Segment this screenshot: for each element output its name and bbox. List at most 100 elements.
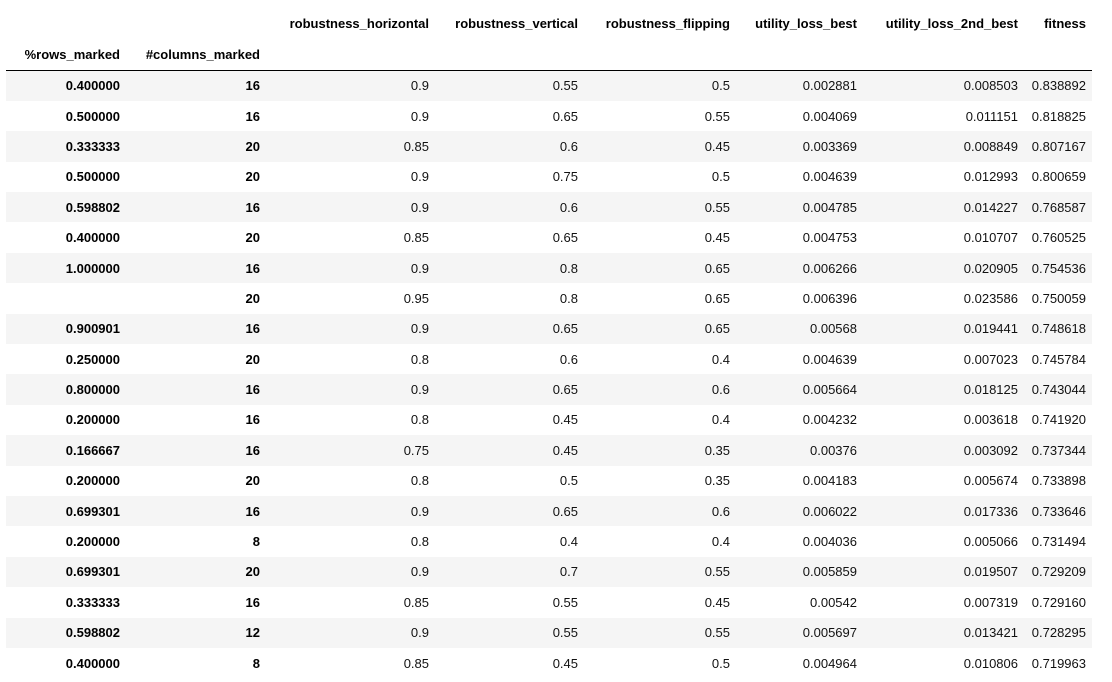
cell-robustness-flipping: 0.35 [584,435,736,466]
index-columns-marked: 12 [126,617,266,648]
cell-robustness-flipping: 0.5 [584,70,736,101]
table-row: 0.500000 20 0.9 0.75 0.5 0.004639 0.012993 0.80… [6,162,1092,192]
cell-utility-loss-best: 0.004183 [802,473,857,489]
column-header: robustness_vertical [455,15,578,31]
cell-utility-loss-2nd-best: 0.013421 [863,617,1024,648]
cell-utility-loss-2nd-best: 0.017336 [863,495,1024,527]
cell-fitness: 0.807167 [1024,131,1092,162]
table-row: 0.699301 16 0.9 0.65 0.6 0.006022 0.017336 0.73… [6,495,1092,527]
cell-robustness-vertical: 0.8 [435,252,584,284]
table-row: 0.166667 16 0.75 0.45 0.35 0.00376 0.003092 0.7… [6,435,1092,466]
table-row: 20 0.95 0.8 0.65 0.006396 0.023586 0.750059 [6,283,1092,314]
cell-utility-loss-2nd-best: 0.019507 [863,556,1024,588]
cell-robustness-flipping: 0.5 [711,169,730,185]
index-rows-marked: 0.400000 [6,70,126,101]
index-columns-marked: 16 [126,495,266,527]
cell-robustness-horizontal: 0.9 [266,374,435,405]
cell-robustness-vertical: 0.8 [559,290,578,306]
cell-robustness-horizontal: 0.9 [266,556,435,588]
cell-robustness-horizontal: 0.85 [403,655,429,671]
index-columns-marked: 20 [245,351,260,367]
cell-robustness-flipping: 0.55 [584,556,736,588]
column-header: robustness_horizontal [289,15,429,31]
cell-utility-loss-2nd-best: 0.008849 [863,131,1024,162]
cell-fitness: 0.818825 [1031,108,1086,124]
table-row: 0.500000 16 0.9 0.65 0.55 0.004069 0.011151 0.8… [6,101,1092,131]
cell-robustness-vertical: 0.75 [552,169,578,185]
table-row: 0.900901 16 0.9 0.65 0.65 0.00568 0.019441 0.74… [6,313,1092,345]
table-row: 0.333333 16 0.85 0.55 0.45 0.00542 0.007319 0.7… [6,587,1092,617]
cell-robustness-vertical: 0.65 [435,313,584,345]
cell-utility-loss-best: 0.004964 [802,655,857,671]
cell-robustness-vertical: 0.65 [435,495,584,527]
index-rows-marked [6,283,126,314]
empty-header-cell [584,40,736,71]
index-columns-marked: 16 [245,412,260,428]
cell-robustness-horizontal: 0.8 [410,473,429,489]
cell-utility-loss-best: 0.004232 [802,412,857,428]
cell-robustness-flipping: 0.5 [711,655,730,671]
cell-utility-loss-best: 0.004639 [802,351,857,367]
index-columns-marked: 16 [126,435,266,466]
cell-robustness-vertical: 0.6 [435,131,584,162]
index-rows-marked: 0.400000 [65,230,120,246]
index-rows-marked: 0.200000 [65,534,120,550]
cell-fitness: 0.729209 [1024,556,1092,588]
cell-robustness-flipping: 0.4 [711,412,730,428]
cell-utility-loss-best: 0.006022 [736,495,863,527]
cell-robustness-horizontal: 0.95 [403,290,429,306]
cell-robustness-horizontal: 0.9 [266,252,435,284]
cell-robustness-flipping: 0.6 [584,495,736,527]
index-columns-marked: 20 [126,556,266,588]
cell-robustness-vertical: 0.6 [435,192,584,223]
table-row: 0.200000 20 0.8 0.5 0.35 0.004183 0.005674 0.73… [6,466,1092,496]
table-row: 0.598802 16 0.9 0.6 0.55 0.004785 0.014227 0.76… [6,192,1092,223]
table-row: 0.200000 8 0.8 0.4 0.4 0.004036 0.005066 0.7314… [6,526,1092,556]
cell-fitness: 0.760525 [1031,230,1086,246]
table-row: 0.699301 20 0.9 0.7 0.55 0.005859 0.019507 0.72… [6,556,1092,588]
index-rows-marked: 0.699301 [6,556,126,588]
cell-robustness-flipping: 0.55 [584,617,736,648]
empty-header-cell [736,40,863,71]
table-body: 0.400000 16 0.9 0.55 0.5 0.002881 0.008503 0.83… [6,70,1092,679]
cell-fitness: 0.733898 [1031,473,1086,489]
cell-robustness-vertical: 0.65 [552,230,578,246]
cell-fitness: 0.731494 [1031,534,1086,550]
empty-header-cell [6,6,126,40]
cell-utility-loss-2nd-best: 0.010707 [963,230,1018,246]
index-columns-marked: 8 [252,655,260,671]
cell-robustness-vertical: 0.55 [435,617,584,648]
cell-robustness-horizontal: 0.8 [410,534,429,550]
cell-fitness: 0.748618 [1024,313,1092,345]
cell-utility-loss-2nd-best: 0.011151 [965,108,1018,124]
index-columns-marked: 20 [245,290,260,306]
table-row: 0.400000 8 0.85 0.45 0.5 0.004964 0.010806 0.71… [6,648,1092,678]
index-name-row: %rows_marked #columns_marked [6,40,1092,71]
table-row: 0.800000 16 0.9 0.65 0.6 0.005664 0.018125 0.74… [6,374,1092,405]
cell-robustness-vertical: 0.7 [435,556,584,588]
cell-utility-loss-2nd-best: 0.008503 [863,70,1024,101]
index-rows-marked: 0.598802 [6,192,126,223]
table-row: 0.200000 16 0.8 0.45 0.4 0.004232 0.003618 0.74… [6,405,1092,435]
column-header-row: robustness_horizontal robustness_vertica… [6,6,1092,40]
cell-fitness: 0.719963 [1031,655,1086,671]
cell-utility-loss-2nd-best: 0.014227 [863,192,1024,223]
cell-robustness-vertical: 0.55 [552,594,578,610]
cell-utility-loss-best: 0.005664 [736,374,863,405]
cell-robustness-horizontal: 0.9 [266,70,435,101]
table-row: 0.400000 20 0.85 0.65 0.45 0.004753 0.010707 0.… [6,222,1092,252]
cell-utility-loss-2nd-best: 0.023586 [963,290,1018,306]
column-header: utility_loss_best [755,15,857,31]
dataframe-output: robustness_horizontal robustness_vertica… [6,6,1092,678]
cell-utility-loss-best: 0.004639 [802,169,857,185]
cell-robustness-horizontal: 0.9 [266,495,435,527]
cell-fitness: 0.728295 [1024,617,1092,648]
cell-robustness-vertical: 0.55 [435,70,584,101]
column-header: robustness_flipping [605,15,730,31]
index-rows-marked: 0.500000 [65,108,120,124]
empty-header-cell [435,40,584,71]
index-name-header: %rows_marked [6,40,126,71]
cell-utility-loss-2nd-best: 0.005674 [963,473,1018,489]
cell-utility-loss-2nd-best: 0.005066 [963,534,1018,550]
cell-utility-loss-best: 0.00376 [736,435,863,466]
